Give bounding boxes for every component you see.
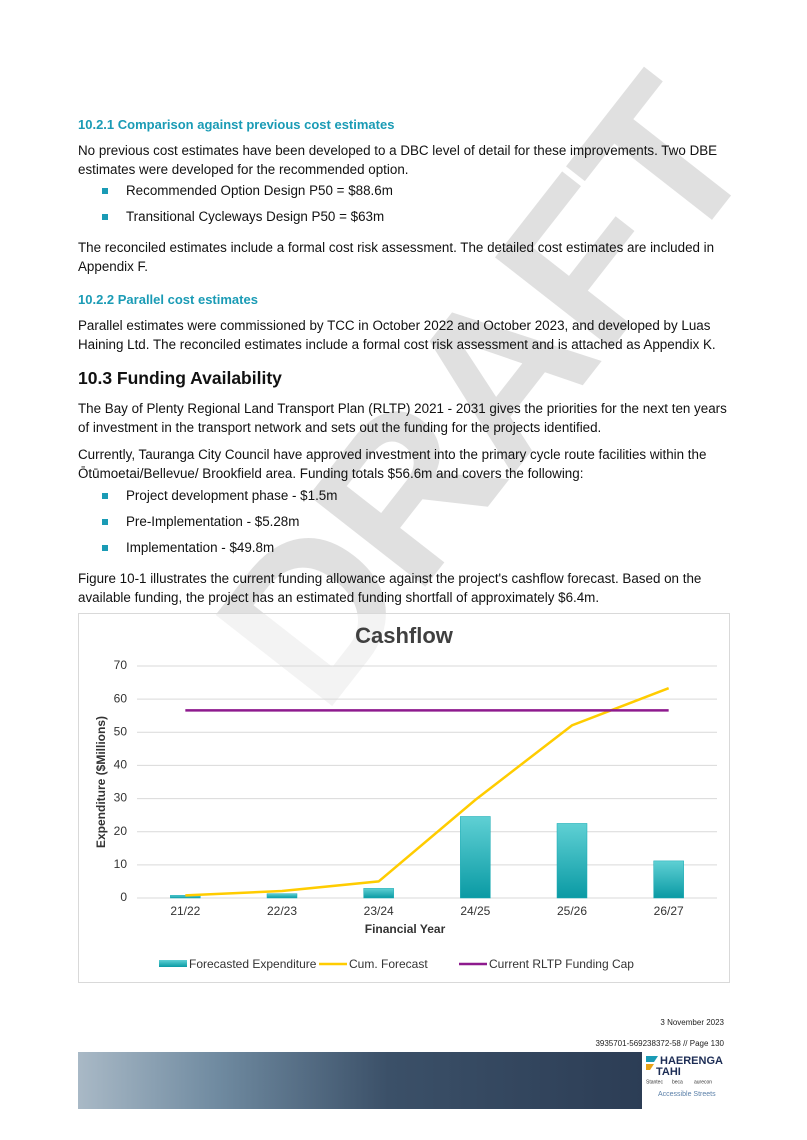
logo-text: Accessible Streets	[658, 1091, 716, 1098]
logo-text: aurecon	[694, 1079, 712, 1085]
heading: 10.2.1 Comparison against previous cost …	[78, 117, 395, 132]
footer-reference: 3935701-569238372-58 // Page 130	[595, 1039, 724, 1048]
x-tick-label: 23/24	[364, 904, 394, 918]
bar	[363, 888, 394, 899]
y-tick-label: 0	[120, 890, 127, 904]
x-tick-label: 22/23	[267, 904, 297, 918]
bullet-marker	[102, 493, 108, 499]
bullet-marker	[102, 545, 108, 551]
bar	[460, 816, 491, 899]
legend-label: Current RLTP Funding Cap	[489, 957, 634, 971]
bullet: Transitional Cycleways Design P50 = $63m	[126, 209, 385, 224]
bullet: Pre-Implementation - $5.28m	[126, 514, 300, 529]
paragraph: The reconciled estimates include a forma…	[78, 240, 715, 274]
footer-banner	[78, 1052, 642, 1109]
bullet-marker	[102, 519, 108, 525]
logo-text: HAERENGA	[660, 1055, 723, 1067]
paragraph: No previous cost estimates have been dev…	[78, 143, 718, 177]
footer-date: 3 November 2023	[660, 1018, 724, 1027]
logo-text: beca	[672, 1079, 683, 1085]
paragraph: Parallel estimates were commissioned by …	[78, 318, 716, 352]
logo-text: Stantec	[646, 1079, 663, 1085]
paragraph: Figure 10-1 illustrates the current fund…	[78, 571, 702, 605]
heading: 10.3 Funding Availability	[78, 368, 282, 388]
legend-label: Cum. Forecast	[349, 957, 428, 971]
y-tick-label: 20	[114, 824, 128, 838]
y-tick-label: 30	[114, 791, 128, 805]
x-tick-label: 25/26	[557, 904, 587, 918]
x-tick-label: 24/25	[460, 904, 490, 918]
y-tick-label: 10	[114, 857, 128, 871]
line	[185, 687, 670, 897]
bar	[556, 823, 588, 899]
chart: Cashflow Financial Year Expenditure ($Mi…	[94, 623, 717, 971]
bar	[266, 893, 298, 899]
y-axis-label: Expenditure ($Millions)	[94, 716, 108, 848]
y-tick-label: 50	[114, 724, 128, 738]
bullet-marker	[102, 188, 108, 194]
chart-frame: Cashflow Financial Year Expenditure ($Mi…	[78, 613, 730, 983]
bar	[653, 860, 684, 899]
chart-title: Cashflow	[355, 623, 454, 648]
logo-text: TAHI	[656, 1066, 681, 1078]
x-tick-label: 26/27	[654, 904, 684, 918]
heading: 10.2.2 Parallel cost estimates	[78, 292, 258, 307]
bullet-marker	[102, 214, 108, 220]
legend-swatch	[159, 960, 187, 967]
x-tick-label: 21/22	[170, 904, 200, 918]
legend-label: Forecasted Expenditure	[189, 957, 317, 971]
bullet: Project development phase - $1.5m	[126, 488, 338, 503]
bullet: Recommended Option Design P50 = $88.6m	[126, 183, 393, 198]
y-tick-label: 40	[114, 758, 128, 772]
logos: HAERENGA TAHI Stantec beca aurecon Acces…	[646, 1055, 723, 1098]
y-tick-label: 70	[114, 658, 128, 672]
bullet: Implementation - $49.8m	[126, 540, 275, 555]
paragraph: The Bay of Plenty Regional Land Transpor…	[78, 401, 727, 435]
x-axis-label: Financial Year	[365, 922, 446, 936]
y-tick-label: 60	[114, 691, 128, 705]
paragraph: Currently, Tauranga City Council have ap…	[78, 447, 707, 481]
logo-shape	[646, 1056, 658, 1062]
logo-shape	[646, 1064, 654, 1070]
